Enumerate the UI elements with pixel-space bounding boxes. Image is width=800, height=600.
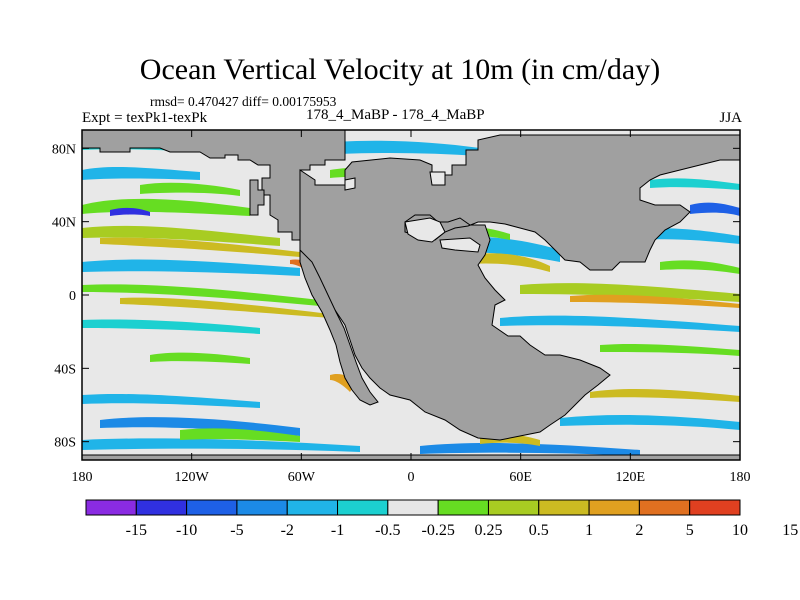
colorbar-label: -0.5 [375, 522, 400, 539]
colorbar-label: 1 [585, 522, 593, 539]
tick-layer: 180 120W 60W 0 60E 120E 180 80N 40N 0 40S 80S [52, 130, 751, 485]
velocity-patches [82, 138, 740, 456]
x-tick-label: 180 [730, 470, 751, 485]
colorbar-label: -0.25 [421, 522, 454, 539]
case-name-label: 178_4_MaBP - 178_4_MaBP [306, 107, 485, 123]
colorbar-swatch [487, 499, 540, 516]
colorbar-label: 0.5 [529, 522, 549, 539]
colorbar-label: 0.25 [474, 522, 502, 539]
inland-seas [344, 171, 481, 253]
colorbar-swatch [689, 499, 741, 516]
land-south-america [299, 248, 379, 406]
x-tick-label: 120E [616, 470, 646, 485]
colorbar-swatch [186, 499, 238, 516]
colorbar-swatch [638, 499, 691, 516]
colorbar-label: -2 [281, 522, 294, 539]
y-tick-label: 0 [69, 289, 76, 304]
colorbar-swatch [286, 499, 339, 516]
colorbar-label: 2 [635, 522, 643, 539]
colorbar-label: 15 [782, 522, 798, 539]
experiment-label: Expt = texPk1-texPk [82, 110, 208, 126]
colorbar-swatch [538, 499, 590, 516]
colorbar-swatch [387, 499, 439, 516]
colorbar-label: -15 [126, 522, 147, 539]
colorbar-label: -5 [230, 522, 243, 539]
map-field [82, 130, 740, 460]
colorbar-swatch [135, 499, 188, 516]
colorbar-swatch [437, 499, 489, 516]
colorbar-swatch [588, 499, 640, 516]
y-tick-label: 40N [52, 216, 76, 231]
y-tick-label: 80N [52, 142, 76, 157]
colorbar-label: 5 [686, 522, 694, 539]
y-tick-label: 40S [54, 362, 76, 377]
land-north-america [82, 130, 346, 241]
map-title: Ocean Vertical Velocity at 10m (in cm/da… [139, 53, 661, 86]
x-tick-label: 180 [72, 470, 93, 485]
x-tick-label: 60E [509, 470, 532, 485]
colorbar: -15 -10 -5 -2 -1 -0.5 -0.25 0.25 0.5 1 2 5 10 15 [85, 499, 798, 539]
colorbar-label: -1 [331, 522, 344, 539]
x-tick-label: 0 [408, 470, 415, 485]
land-greenland [249, 179, 265, 216]
colorbar-label: 10 [732, 522, 748, 539]
x-tick-label: 120W [175, 470, 210, 485]
x-tick-label: 60W [288, 470, 316, 485]
stats-line: rmsd= 0.470427 diff= 0.00175953 [150, 94, 337, 109]
colorbar-swatch [337, 499, 389, 516]
y-tick-label: 80S [54, 436, 76, 451]
season-label: JJA [719, 110, 742, 126]
colorbar-label: -10 [176, 522, 197, 539]
colorbar-swatch [236, 499, 288, 516]
colorbar-swatch [85, 499, 137, 516]
